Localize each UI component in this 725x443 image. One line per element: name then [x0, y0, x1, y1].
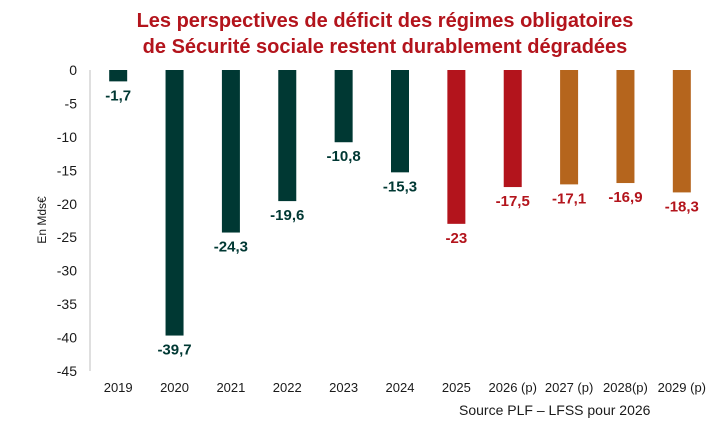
chart-title-line-1: Les perspectives de déficit des régimes …	[136, 10, 634, 32]
x-tick-label: 2019	[104, 380, 133, 395]
data-label: -1,7	[105, 87, 131, 104]
data-label: -18,3	[665, 198, 699, 215]
data-label: -24,3	[214, 239, 248, 256]
data-label: -15,3	[383, 178, 417, 195]
x-tick-label: 2025	[442, 380, 471, 395]
bar-2028p	[616, 70, 635, 184]
bar-2022	[278, 70, 297, 202]
x-tick-label: 2020	[160, 380, 189, 395]
y-tick-label: -35	[57, 296, 77, 312]
y-tick-label: 0	[69, 62, 77, 78]
bar-2023	[334, 70, 353, 143]
bar-2025	[447, 70, 466, 224]
y-tick-label: -45	[57, 363, 77, 379]
bar-2019	[109, 70, 128, 82]
x-tick-label: 2027 (p)	[545, 380, 593, 395]
y-axis-label: En Mds€	[35, 196, 49, 244]
y-tick-label: -15	[57, 162, 77, 178]
bar-2021	[221, 70, 240, 233]
data-label: -17,1	[552, 190, 586, 207]
x-tick-label: 2028(p)	[603, 380, 648, 395]
bars: -1,7 -39,7 -24,3 -19,6 -10,8 -15,3 -23 -17,5 -17…	[105, 70, 699, 359]
bar-2026p	[503, 70, 522, 188]
y-tick-label: -30	[57, 263, 77, 279]
y-tick-label: -25	[57, 229, 77, 245]
x-tick-label: 2024	[386, 380, 415, 395]
x-tick-label: 2026 (p)	[489, 380, 537, 395]
data-label: -16,9	[608, 189, 642, 206]
data-label: -19,6	[270, 207, 304, 224]
x-tick-label: 2029 (p)	[658, 380, 706, 395]
x-tick-label: 2022	[273, 380, 302, 395]
bar-2027p	[560, 70, 579, 185]
x-tick-label: 2021	[216, 380, 245, 395]
data-label: -23	[446, 230, 468, 247]
x-axis: 2019 2020 2021 2022 2023 2024 2025 2026 (p) 2027…	[104, 380, 706, 395]
y-tick-label: -40	[57, 330, 77, 346]
chart-title-line-2: de Sécurité sociale restent durablement …	[142, 36, 628, 58]
data-label: -17,5	[496, 193, 530, 210]
x-tick-label: 2023	[329, 380, 358, 395]
data-label: -39,7	[157, 342, 191, 359]
data-label: -10,8	[327, 148, 361, 165]
source-note: Source PLF – LFSS pour 2026	[459, 402, 651, 418]
bar-2020	[165, 70, 184, 336]
bar-2024	[391, 70, 409, 173]
y-tick-label: -5	[65, 95, 78, 111]
y-axis: 0 -5 -10 -15 -20 -25 -30 -35 -40 -45	[57, 62, 91, 379]
y-tick-label: -10	[57, 129, 77, 145]
chart-title: Les perspectives de déficit des régimes …	[0, 8, 725, 60]
bar-2029p	[672, 70, 691, 193]
y-tick-label: -20	[57, 196, 77, 212]
